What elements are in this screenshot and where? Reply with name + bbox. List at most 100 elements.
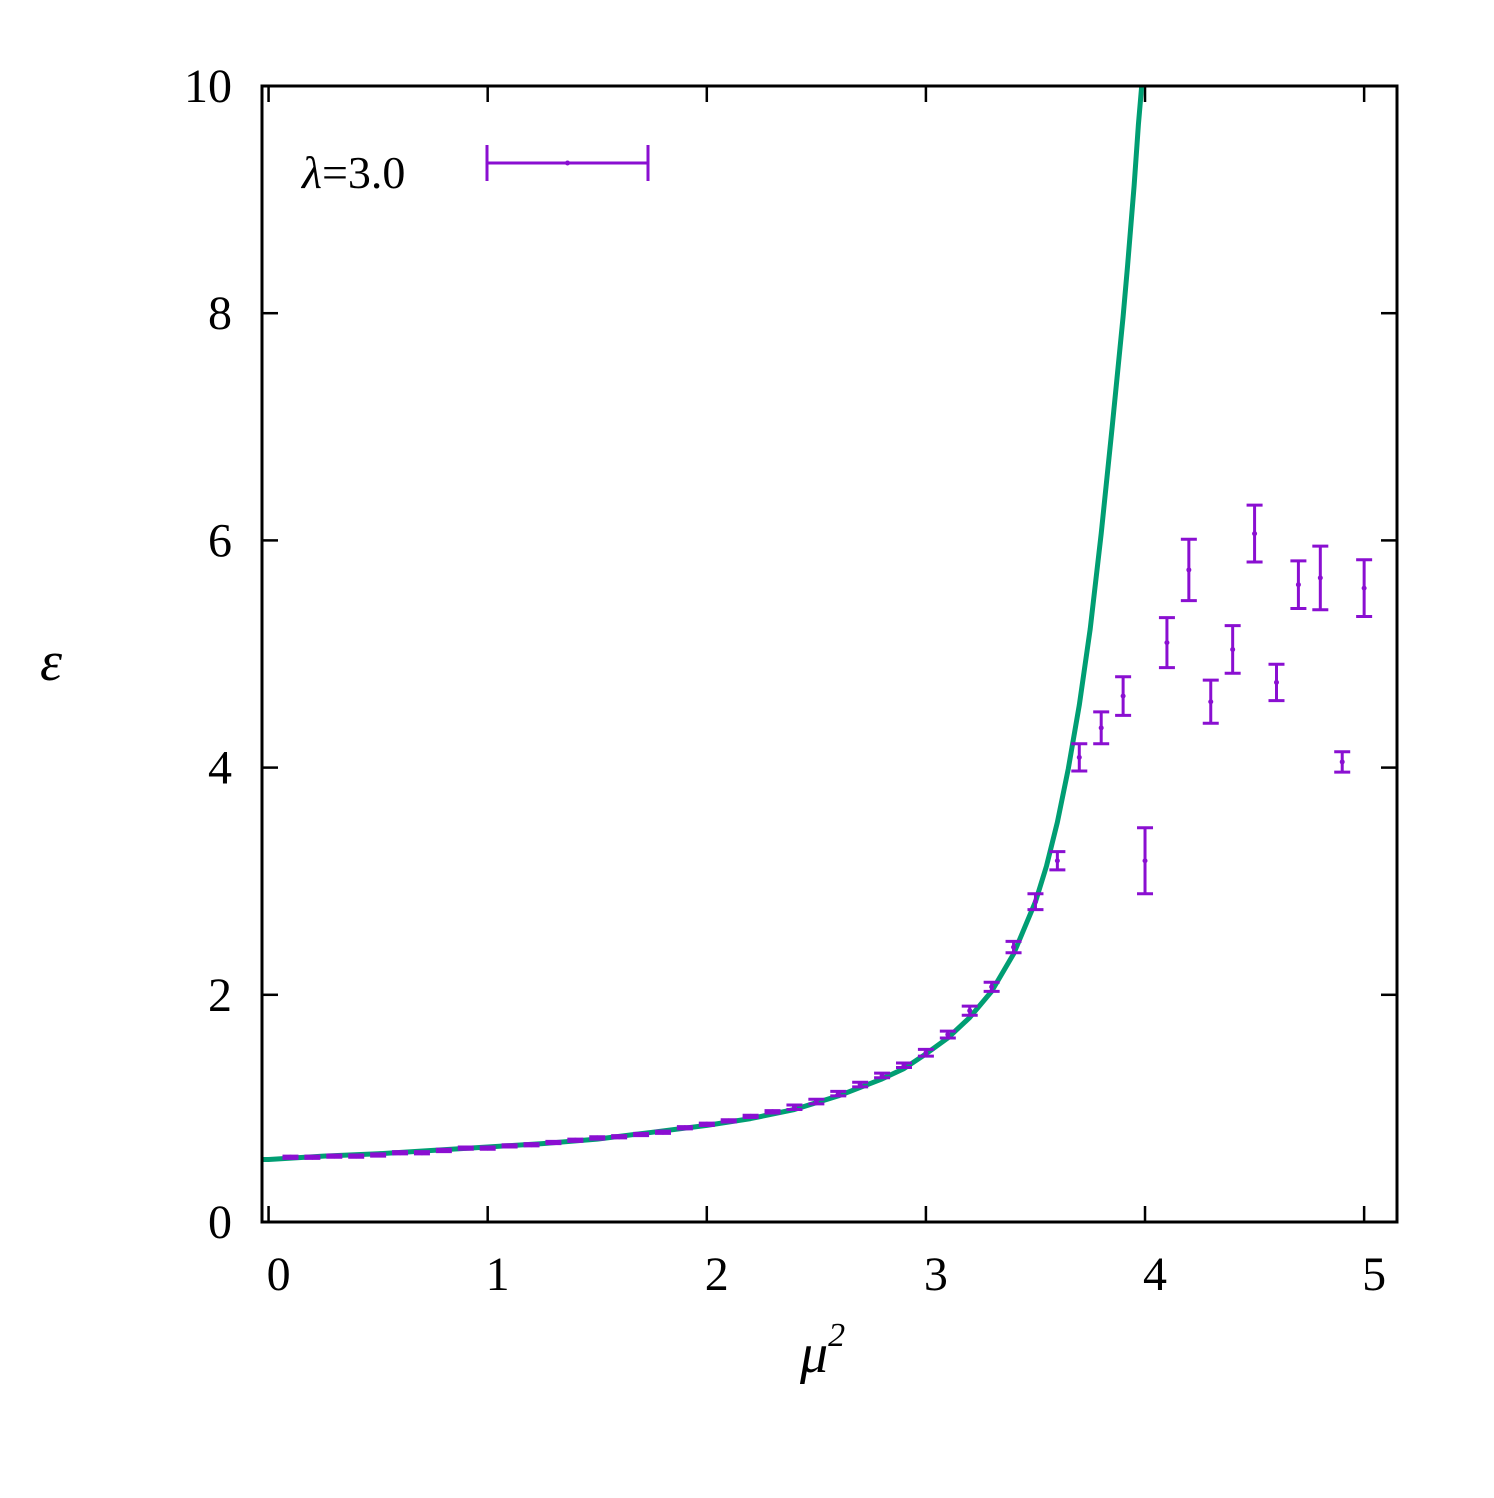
data-point <box>1115 675 1132 717</box>
point-marker <box>1054 858 1060 864</box>
point-marker <box>550 1139 556 1145</box>
data-point <box>435 1147 452 1154</box>
x-tick-label: 0 <box>267 1248 291 1301</box>
x-tick-label: 1 <box>486 1248 510 1301</box>
point-marker <box>397 1150 403 1156</box>
data-point <box>1158 616 1175 670</box>
point-marker <box>901 1062 907 1068</box>
y-tick-label: 0 <box>208 1196 232 1249</box>
point-marker <box>945 1032 951 1038</box>
point-marker <box>1273 679 1279 685</box>
legend-point <box>565 160 570 166</box>
axis-ticks <box>262 84 1397 1224</box>
point-marker <box>463 1145 469 1151</box>
point-marker <box>791 1104 797 1110</box>
point-marker <box>375 1152 381 1158</box>
data-point <box>1049 850 1066 872</box>
y-axis-title: ε <box>40 631 63 693</box>
data-point <box>348 1153 365 1159</box>
point-marker <box>485 1145 491 1151</box>
point-marker <box>1317 575 1323 581</box>
data-point <box>742 1113 759 1119</box>
data-point <box>720 1118 737 1124</box>
point-marker <box>441 1147 447 1153</box>
x-axis-symbol: μ <box>799 1323 828 1385</box>
y-tick-label: 2 <box>208 969 232 1022</box>
x-tick-label: 3 <box>924 1248 948 1301</box>
data-point <box>830 1089 847 1098</box>
point-marker <box>594 1135 600 1141</box>
x-tick-label: 2 <box>705 1248 729 1301</box>
x-tick-label: 4 <box>1143 1248 1167 1301</box>
data-point <box>1027 892 1044 912</box>
point-marker <box>419 1150 425 1156</box>
point-marker <box>638 1132 644 1138</box>
data-point <box>457 1145 474 1151</box>
data-point <box>939 1029 956 1040</box>
x-axis-superscript: 2 <box>828 1317 845 1354</box>
tick-labels: 0 1 2 3 4 5 0 2 4 6 8 10 <box>184 60 1386 1301</box>
point-marker <box>1339 759 1345 765</box>
point-marker <box>770 1109 776 1115</box>
data-point <box>895 1061 912 1070</box>
data-point <box>1224 624 1241 675</box>
point-marker <box>287 1154 293 1160</box>
point-marker <box>660 1129 666 1135</box>
data-point <box>1268 662 1285 703</box>
point-marker <box>1120 693 1126 699</box>
data-point <box>413 1150 430 1156</box>
data-point <box>633 1131 650 1138</box>
data-point <box>479 1145 496 1151</box>
point-marker <box>1208 699 1214 705</box>
data-point <box>326 1153 343 1159</box>
data-point <box>1246 503 1263 564</box>
data-point <box>654 1129 671 1135</box>
data-point <box>1334 750 1351 774</box>
y-tick-label: 6 <box>208 514 232 567</box>
point-marker <box>704 1121 710 1127</box>
data-point <box>501 1143 518 1149</box>
point-marker <box>748 1113 754 1119</box>
point-marker <box>572 1137 578 1143</box>
data-point <box>370 1152 387 1158</box>
point-marker <box>1186 567 1192 573</box>
point-marker <box>726 1118 732 1124</box>
point-marker <box>1011 944 1017 950</box>
legend-value: =3.0 <box>322 147 405 198</box>
data-point <box>1180 537 1197 603</box>
point-marker <box>1295 582 1301 588</box>
fit-curve <box>262 86 1145 1162</box>
data-point <box>764 1109 781 1115</box>
point-marker <box>1032 899 1038 905</box>
data-point <box>1093 710 1110 746</box>
data-point <box>1137 826 1154 896</box>
data-point <box>1071 742 1088 773</box>
point-marker <box>857 1082 863 1088</box>
point-marker <box>331 1153 337 1159</box>
point-marker <box>923 1050 929 1056</box>
point-marker <box>1230 646 1236 652</box>
point-marker <box>1361 585 1367 591</box>
data-point <box>1290 559 1307 611</box>
data-point <box>1005 939 1022 955</box>
legend-symbol: λ <box>300 147 322 198</box>
data-point <box>676 1125 693 1131</box>
point-marker <box>967 1008 973 1014</box>
plot-frame <box>260 84 1399 1224</box>
x-axis-title: μ2 <box>799 1317 845 1385</box>
x-tick-label: 5 <box>1362 1248 1386 1301</box>
y-tick-label: 10 <box>184 60 232 113</box>
data-point <box>589 1135 606 1141</box>
data-point <box>1202 678 1219 725</box>
data-point <box>961 1004 978 1017</box>
point-marker <box>616 1134 622 1140</box>
point-marker <box>879 1072 885 1078</box>
data-point <box>1356 558 1373 619</box>
data-point <box>567 1137 584 1143</box>
legend-label: λ=3.0 <box>300 147 405 198</box>
point-marker <box>1252 531 1258 537</box>
data-point <box>1312 544 1329 612</box>
data-point <box>874 1071 891 1080</box>
data-point <box>786 1103 803 1112</box>
